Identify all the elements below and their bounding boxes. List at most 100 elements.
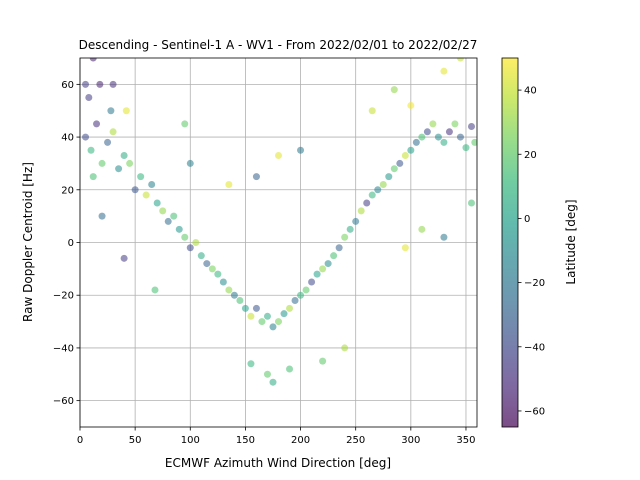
scatter-point: [308, 278, 316, 286]
scatter-point: [186, 244, 194, 252]
scatter-point: [440, 67, 448, 75]
scatter-point: [208, 265, 216, 273]
y-axis-ticks: −60 −40 −20 0 20 40 60: [53, 80, 80, 407]
scatter-point: [82, 80, 90, 88]
colorbar-tick-label: −20: [524, 278, 545, 289]
x-tick-label: 150: [236, 435, 255, 446]
scatter-point: [170, 212, 178, 220]
scatter-point: [131, 186, 139, 194]
scatter-point: [401, 244, 409, 252]
scatter-point: [467, 123, 475, 131]
scatter-point: [407, 101, 415, 109]
x-tick-label: 0: [77, 435, 83, 446]
scatter-point: [137, 173, 145, 181]
scatter-point: [252, 304, 260, 312]
scatter-point: [89, 173, 97, 181]
x-tick-label: 300: [401, 435, 420, 446]
scatter-point: [385, 173, 393, 181]
scatter-point: [390, 86, 398, 94]
y-tick-label: 40: [61, 133, 74, 144]
scatter-point: [471, 138, 477, 146]
scatter-point: [429, 120, 437, 128]
grid-lines: [79, 58, 477, 427]
scatter-point: [225, 181, 233, 189]
scatter-point: [467, 199, 475, 207]
scatter-point: [368, 191, 376, 199]
scatter-point: [247, 360, 255, 368]
scatter-point: [109, 128, 117, 136]
scatter-point: [159, 207, 167, 215]
colorbar-tick-label: 20: [524, 150, 537, 161]
scatter-point: [148, 181, 156, 189]
scatter-point: [341, 233, 349, 241]
scatter-point: [153, 199, 161, 207]
scatter-point: [357, 207, 365, 215]
scatter-point: [142, 191, 150, 199]
scatter-point: [263, 370, 271, 378]
scatter-point: [280, 310, 288, 318]
scatter-point: [258, 318, 266, 326]
scatter-point: [275, 318, 282, 326]
scatter-point: [423, 128, 431, 136]
scatter-point: [297, 146, 305, 154]
scatter-point: [186, 159, 194, 167]
scatter-point: [192, 239, 200, 246]
scatter-point: [87, 146, 95, 154]
y-tick-label: 0: [68, 238, 74, 249]
y-tick-label: −40: [53, 343, 74, 354]
scatter-point: [89, 58, 97, 62]
scatter-point: [225, 286, 233, 294]
colorbar-tick-label: 0: [524, 214, 530, 225]
scatter-point: [126, 159, 134, 167]
scatter-point: [252, 173, 260, 181]
scatter-point: [313, 270, 321, 278]
y-axis-label: Raw Doppler Centroid [Hz]: [21, 162, 35, 322]
scatter-point: [363, 199, 371, 207]
scatter-point: [115, 165, 123, 173]
scatter-point: [335, 244, 343, 252]
scatter-point: [379, 181, 387, 189]
y-tick-label: −60: [53, 396, 74, 407]
x-tick-label: 100: [181, 435, 200, 446]
scatter-point: [122, 107, 130, 115]
scatter-point: [302, 286, 310, 294]
scatter-point: [418, 133, 426, 141]
scatter-point: [286, 304, 294, 312]
scatter-point: [164, 217, 172, 225]
scatter-point: [407, 146, 415, 154]
scatter-point: [297, 291, 305, 299]
scatter-point: [107, 107, 115, 115]
scatter-point: [352, 217, 360, 225]
y-tick-label: 20: [61, 185, 74, 196]
scatter-point: [85, 94, 93, 102]
scatter-point: [269, 323, 277, 331]
x-axis-ticks: 0 50 100 150 200 250 300 350: [77, 427, 476, 446]
y-tick-label: −20: [53, 291, 74, 302]
colorbar: [502, 58, 518, 427]
scatter-point: [401, 152, 409, 160]
scatter-point: [341, 344, 349, 352]
scatter-point: [445, 128, 453, 136]
scatter-point: [96, 80, 104, 88]
scatter-point: [120, 254, 128, 262]
scatter-point: [214, 270, 222, 278]
colorbar-ticks: −60 −40 −20 0 20 40: [518, 86, 545, 417]
scatter-point: [434, 133, 442, 141]
x-tick-label: 350: [456, 435, 475, 446]
scatter-point: [241, 304, 249, 312]
scatter-point: [412, 138, 420, 146]
scatter-point: [175, 225, 183, 233]
scatter-point: [418, 225, 426, 233]
scatter-point: [456, 133, 464, 141]
scatter-point: [456, 58, 464, 62]
colorbar-tick-label: 40: [524, 86, 537, 97]
scatter-point: [319, 357, 327, 365]
scatter-point: [451, 120, 459, 128]
colorbar-label: Latitude [deg]: [564, 199, 578, 284]
scatter-point: [330, 252, 338, 260]
x-tick-label: 50: [129, 435, 142, 446]
x-tick-label: 200: [291, 435, 310, 446]
scatter-point: [181, 120, 189, 128]
scatter-point: [219, 278, 227, 286]
